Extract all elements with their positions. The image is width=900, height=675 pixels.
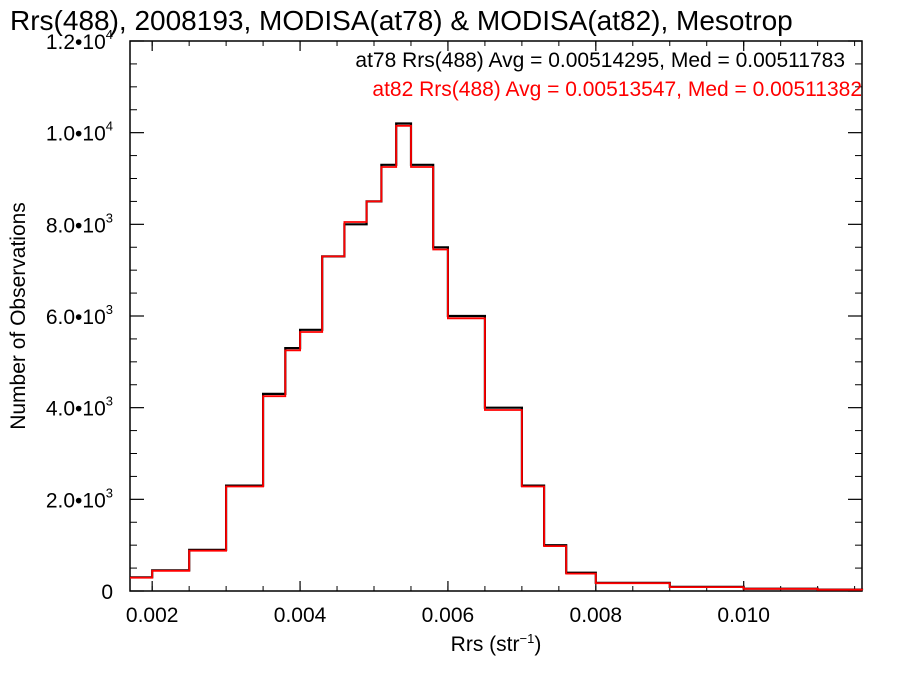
x-tick-label: 0.004 [274, 604, 327, 627]
y-tick-label: 0 [101, 581, 113, 604]
y-tick-label: 1.2•104 [46, 27, 113, 54]
y-tick-label: 4.0•103 [46, 394, 113, 421]
x-tick-label: 0.008 [570, 604, 623, 627]
x-axis-label: Rrs (str−1) [451, 631, 542, 656]
y-tick-label: 8.0•103 [46, 210, 113, 237]
legend-at82: at82 Rrs(488) Avg = 0.00513547, Med = 0.… [372, 78, 862, 101]
y-axis-label: Number of Observations [7, 202, 30, 430]
chart-title: Rrs(488), 2008193, MODISA(at78) & MODISA… [10, 5, 793, 36]
series-at78-line [130, 122, 864, 591]
x-tick-label: 0.006 [422, 604, 475, 627]
y-axis-ticks: 0 2.0•103 4.0•103 6.0•103 8.0•103 1.0•104 1.2•… [46, 27, 862, 604]
x-tick-label: 0.002 [126, 604, 179, 627]
x-axis-label-text: Rrs (str [451, 633, 520, 656]
y-tick-label: 2.0•103 [46, 485, 113, 512]
series-at82-line [130, 124, 863, 591]
y-tick-label: 6.0•103 [46, 302, 113, 329]
legend-at78: at78 Rrs(488) Avg = 0.00514295, Med = 0.… [355, 49, 845, 72]
plot-frame [129, 40, 863, 592]
series-layer [130, 122, 864, 591]
x-axis-label-exponent: −1 [520, 631, 535, 646]
x-axis-ticks: 0.002 0.004 0.006 0.008 0.010 [126, 41, 856, 627]
x-axis-label-close: ) [534, 633, 541, 656]
y-tick-label: 1.0•104 [46, 119, 113, 146]
x-tick-label: 0.010 [717, 604, 770, 627]
